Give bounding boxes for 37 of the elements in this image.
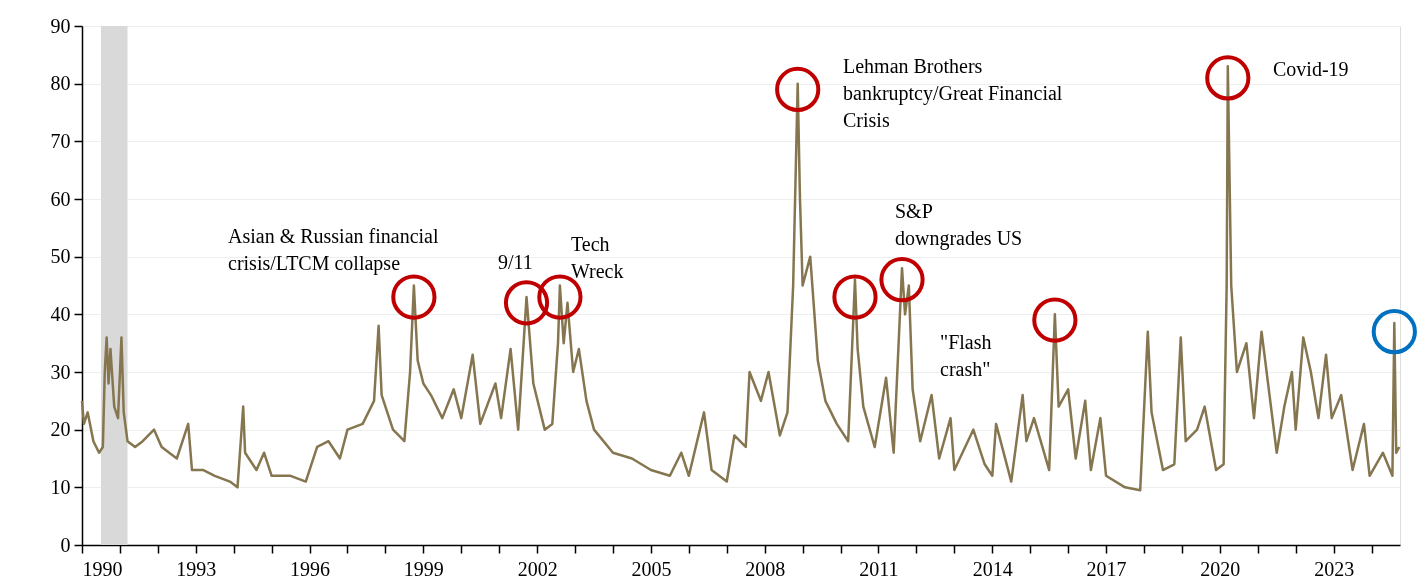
x-tick-label: 1993 bbox=[176, 557, 217, 580]
annotation: 9/11 bbox=[498, 251, 533, 273]
y-tick-label: 20 bbox=[50, 418, 71, 441]
annotation: Lehman Brothers bankruptcy/Great Financial Crisis bbox=[843, 55, 1063, 131]
annotation: Asian & Russian financial crisis/LTCM collapse bbox=[228, 225, 439, 275]
x-tick-label: 2005 bbox=[631, 557, 672, 580]
x-tick-label: 2020 bbox=[1200, 557, 1241, 580]
point bbox=[503, 280, 550, 326]
point bbox=[832, 274, 878, 320]
y-tick-label: 70 bbox=[50, 129, 71, 152]
y-tick-label: 10 bbox=[50, 475, 71, 498]
x-tick-label: 1996 bbox=[290, 557, 331, 580]
point bbox=[391, 274, 437, 320]
point bbox=[1371, 309, 1417, 355]
annotation: Covid-19 bbox=[1273, 58, 1349, 80]
x-tick-label: 2017 bbox=[1086, 557, 1127, 580]
point bbox=[1205, 55, 1251, 101]
annotation: Tech Wreck bbox=[571, 233, 624, 282]
y-tick-label: 80 bbox=[50, 72, 71, 95]
point bbox=[879, 257, 925, 303]
y-tick-label: 90 bbox=[50, 14, 71, 37]
x-tick-label: 2014 bbox=[972, 557, 1013, 580]
annotation: S&P downgrades US bbox=[895, 200, 1023, 250]
x-tick-label: 1999 bbox=[403, 557, 444, 580]
x-tick-label: 2002 bbox=[517, 557, 558, 580]
x-tick-label: 2008 bbox=[745, 557, 786, 580]
x-tick-label: 2011 bbox=[859, 557, 899, 580]
x-tick-label: 1990 bbox=[82, 557, 123, 580]
y-tick-label: 60 bbox=[50, 187, 71, 210]
x-tick-label: 2023 bbox=[1314, 557, 1355, 580]
y-tick-label: 40 bbox=[50, 302, 71, 325]
y-tick-label: 30 bbox=[50, 360, 71, 383]
annotation: "Flash crash" bbox=[940, 331, 992, 380]
y-tick-label: 50 bbox=[50, 245, 71, 268]
y-tick-label: 0 bbox=[60, 533, 71, 556]
point bbox=[1032, 297, 1078, 343]
point bbox=[775, 66, 821, 113]
